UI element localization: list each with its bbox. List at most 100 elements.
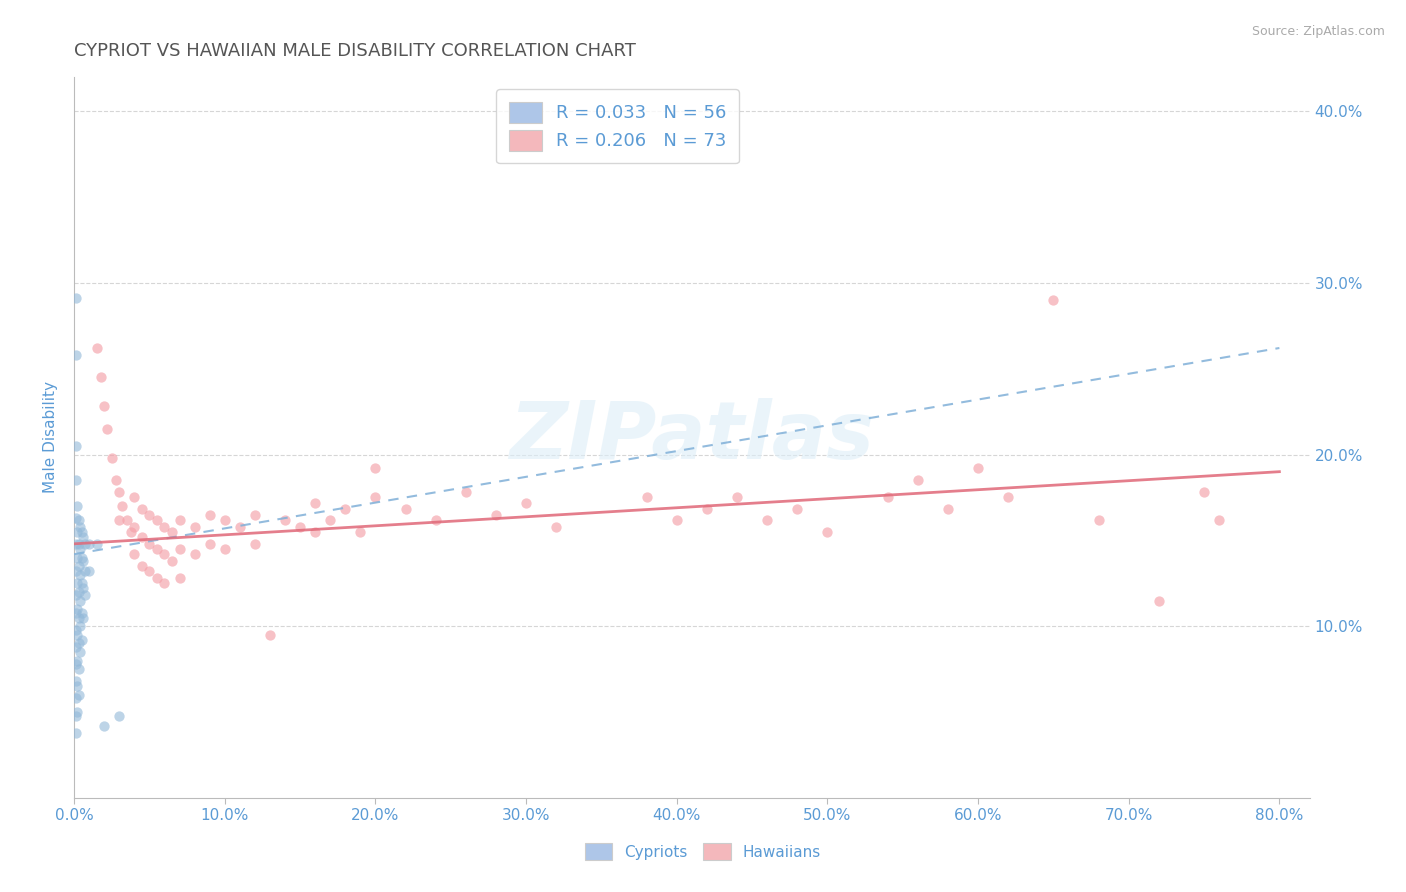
Point	[72, 610, 94, 624]
Point	[67, 610, 90, 624]
Point	[65, 564, 87, 578]
Point	[67, 585, 90, 599]
Point	[66, 628, 89, 642]
Point	[70, 576, 93, 591]
Point	[72, 554, 94, 568]
Point	[115, 513, 138, 527]
Point	[72, 582, 94, 596]
Point	[67, 636, 90, 650]
Point	[124, 491, 146, 505]
Text: CYPRIOT VS HAWAIIAN MALE DISABILITY CORRELATION CHART: CYPRIOT VS HAWAIIAN MALE DISABILITY CORR…	[75, 42, 636, 60]
Point	[93, 400, 115, 414]
Point	[86, 341, 108, 355]
Point	[160, 554, 183, 568]
Point	[70, 633, 93, 648]
Point	[183, 547, 205, 561]
Point	[138, 564, 160, 578]
Point	[815, 524, 838, 539]
Point	[65, 708, 87, 723]
Point	[70, 524, 93, 539]
Point	[65, 291, 87, 305]
Point	[67, 559, 90, 574]
Point	[243, 508, 266, 522]
Point	[1087, 513, 1109, 527]
Point	[90, 370, 112, 384]
Point	[169, 513, 191, 527]
Point	[108, 485, 131, 500]
Point	[70, 606, 93, 620]
Point	[936, 502, 959, 516]
Point	[66, 576, 89, 591]
Point	[66, 654, 89, 668]
Point	[93, 719, 115, 733]
Point	[485, 508, 508, 522]
Point	[169, 571, 191, 585]
Point	[65, 691, 87, 706]
Point	[67, 513, 90, 527]
Text: Source: ZipAtlas.com: Source: ZipAtlas.com	[1251, 25, 1385, 38]
Point	[65, 588, 87, 602]
Point	[515, 495, 537, 509]
Point	[65, 439, 87, 453]
Point	[153, 547, 176, 561]
Point	[73, 537, 96, 551]
Point	[69, 593, 91, 607]
Point	[65, 606, 87, 620]
Point	[67, 537, 90, 551]
Point	[153, 519, 176, 533]
Point	[65, 640, 87, 654]
Point	[696, 502, 718, 516]
Point	[65, 537, 87, 551]
Point	[65, 348, 87, 362]
Point	[65, 623, 87, 637]
Point	[65, 657, 87, 671]
Point	[108, 513, 131, 527]
Point	[66, 680, 89, 694]
Point	[364, 461, 387, 475]
Point	[786, 502, 808, 516]
Point	[131, 502, 153, 516]
Point	[65, 726, 87, 740]
Point	[198, 537, 221, 551]
Point	[274, 513, 297, 527]
Point	[66, 499, 89, 513]
Y-axis label: Male Disability: Male Disability	[44, 381, 58, 493]
Point	[665, 513, 688, 527]
Point	[169, 541, 191, 556]
Point	[425, 513, 447, 527]
Point	[198, 508, 221, 522]
Point	[349, 524, 371, 539]
Point	[69, 519, 91, 533]
Point	[876, 491, 898, 505]
Point	[66, 602, 89, 616]
Point	[1192, 485, 1215, 500]
Legend: R = 0.033   N = 56, R = 0.206   N = 73: R = 0.033 N = 56, R = 0.206 N = 73	[496, 89, 740, 163]
Point	[756, 513, 779, 527]
Point	[108, 708, 131, 723]
Point	[66, 550, 89, 565]
Point	[146, 571, 169, 585]
Point	[725, 491, 748, 505]
Point	[967, 461, 990, 475]
Point	[111, 499, 134, 513]
Point	[304, 524, 326, 539]
Point	[160, 524, 183, 539]
Point	[1208, 513, 1230, 527]
Point	[229, 519, 252, 533]
Point	[319, 513, 342, 527]
Point	[65, 674, 87, 689]
Point	[66, 705, 89, 719]
Point	[335, 502, 357, 516]
Point	[120, 524, 142, 539]
Point	[454, 485, 477, 500]
Point	[73, 588, 96, 602]
Point	[997, 491, 1019, 505]
Point	[1147, 593, 1170, 607]
Point	[72, 530, 94, 544]
Point	[70, 550, 93, 565]
Point	[146, 513, 169, 527]
Legend: Cypriots, Hawaiians: Cypriots, Hawaiians	[579, 837, 827, 866]
Point	[214, 541, 236, 556]
Point	[214, 513, 236, 527]
Point	[259, 628, 281, 642]
